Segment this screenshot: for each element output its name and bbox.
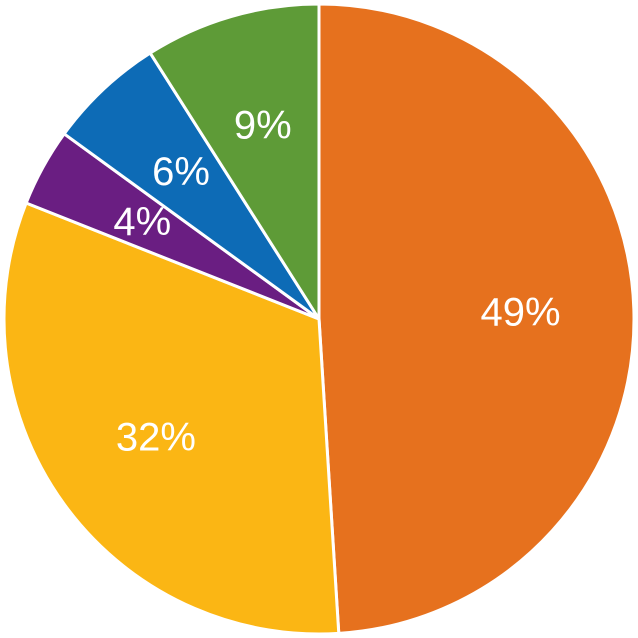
pie-slice-label-0: 49%	[480, 291, 560, 335]
pie-slice-label-2: 4%	[113, 200, 171, 244]
pie-slice-0	[317, 2, 636, 635]
pie-labels: 49% 32% 4% 6% 9%	[113, 103, 560, 459]
pie-slice-4	[148, 2, 321, 321]
pie-slice-3	[62, 51, 321, 321]
pie-slice-1	[2, 201, 341, 636]
pie-slice-label-1: 32%	[116, 415, 196, 459]
pie-slice-label-3: 6%	[152, 150, 210, 194]
pie-slice-label-4: 9%	[234, 103, 292, 147]
